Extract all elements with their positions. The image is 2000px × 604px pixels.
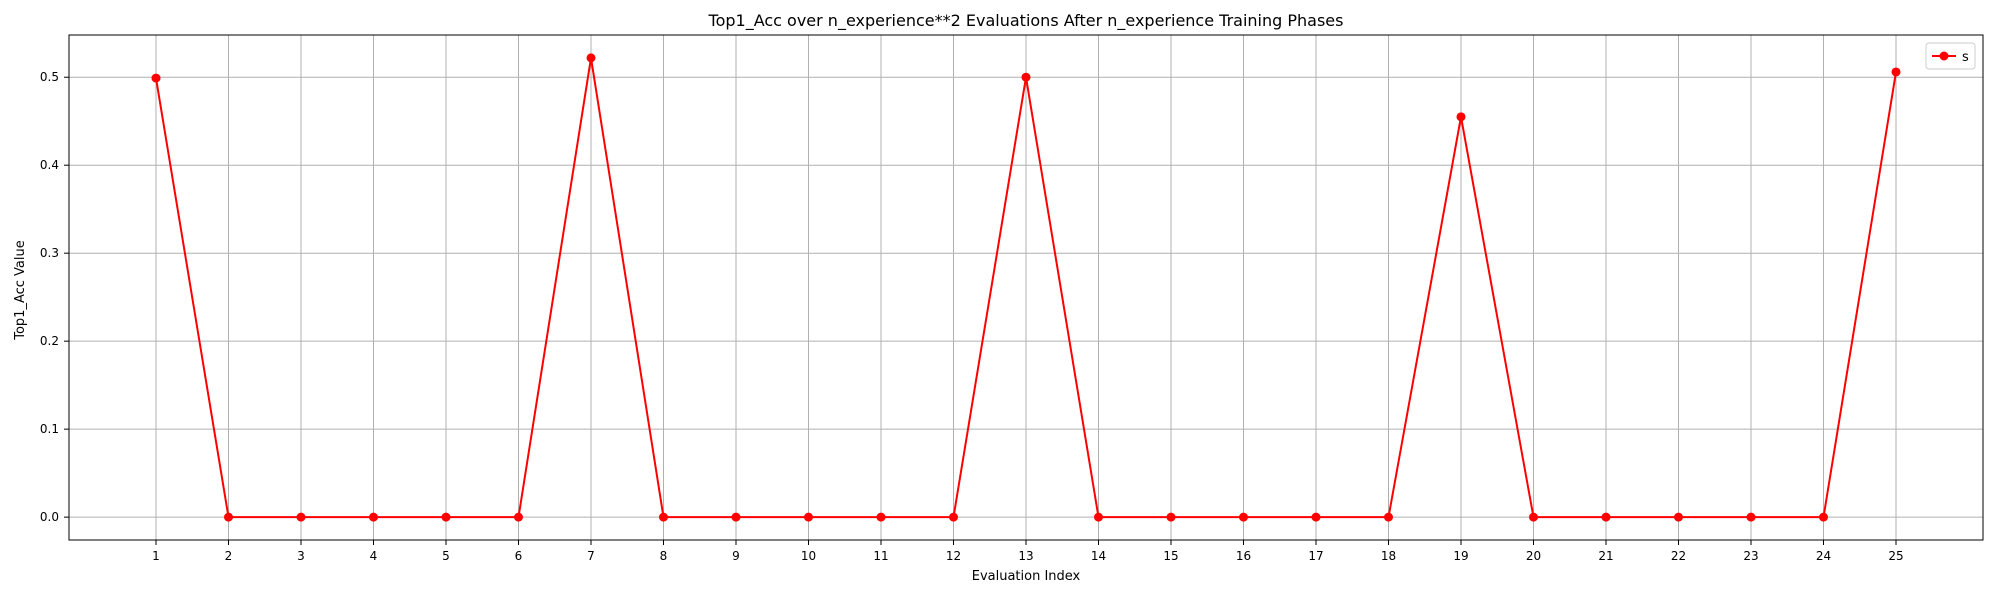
y-tick-label: 0.1	[40, 422, 59, 436]
x-tick-label: 6	[515, 549, 523, 563]
x-tick-label: 21	[1598, 549, 1613, 563]
data-point[interactable]	[1891, 67, 1901, 77]
x-tick-label: 17	[1308, 549, 1323, 563]
y-tick-label: 0.0	[40, 510, 59, 524]
data-point[interactable]	[151, 73, 161, 83]
data-point[interactable]	[659, 512, 668, 522]
x-tick-label: 23	[1743, 549, 1758, 563]
x-tick-label: 18	[1381, 549, 1396, 563]
x-tick-label: 22	[1671, 549, 1686, 563]
data-point[interactable]	[1529, 512, 1538, 522]
x-tick-label: 19	[1453, 549, 1468, 563]
x-tick-label: 25	[1888, 549, 1903, 563]
chart-title: Top1_Acc over n_experience**2 Evaluation…	[708, 11, 1344, 31]
data-point[interactable]	[1094, 512, 1103, 522]
data-point[interactable]	[1311, 512, 1321, 522]
data-point[interactable]	[1674, 512, 1683, 522]
x-tick-label: 1	[152, 549, 160, 563]
data-point[interactable]	[224, 512, 233, 522]
x-tick-label: 8	[660, 549, 668, 563]
plot-frame	[68, 34, 1984, 541]
data-point[interactable]	[1021, 72, 1031, 82]
y-axis-label: Top1_Acc Value	[13, 240, 28, 341]
x-tick-label: 4	[370, 549, 378, 563]
x-tick-label: 12	[946, 549, 961, 563]
y-tick-label: 0.3	[40, 246, 59, 260]
data-point[interactable]	[514, 512, 523, 522]
x-tick-label: 14	[1091, 549, 1106, 563]
data-point[interactable]	[1166, 512, 1176, 522]
data-point[interactable]	[1819, 512, 1828, 522]
x-axis-label: Evaluation Index	[972, 569, 1081, 584]
data-point[interactable]	[1456, 112, 1466, 122]
x-tick-label: 15	[1163, 549, 1178, 563]
data-point[interactable]	[1239, 512, 1248, 522]
legend-label: s	[1962, 50, 1969, 65]
data-point[interactable]	[876, 512, 886, 522]
y-tick-label: 0.2	[40, 334, 59, 348]
data-point[interactable]	[296, 512, 306, 522]
y-tick-label: 0.4	[40, 158, 59, 172]
data-point[interactable]	[804, 512, 813, 522]
data-point[interactable]	[586, 53, 596, 63]
data-point[interactable]	[1746, 512, 1756, 522]
x-tick-label: 10	[801, 549, 816, 563]
legend-marker-icon	[1939, 51, 1949, 61]
data-point[interactable]	[441, 512, 451, 522]
x-tick-label: 9	[732, 549, 740, 563]
data-point[interactable]	[949, 512, 958, 522]
data-point[interactable]	[1384, 512, 1393, 522]
series-layer	[151, 53, 1901, 522]
data-point[interactable]	[1601, 512, 1611, 522]
x-tick-label: 20	[1526, 549, 1541, 563]
x-tick-label: 13	[1018, 549, 1033, 563]
x-tick-label: 16	[1236, 549, 1251, 563]
x-tick-label: 3	[297, 549, 305, 563]
data-point[interactable]	[731, 512, 741, 522]
legend[interactable]: s	[1925, 42, 1976, 70]
y-tick-label: 0.5	[40, 70, 59, 84]
data-point[interactable]	[369, 512, 378, 522]
x-tick-label: 2	[225, 549, 233, 563]
x-tick-label: 24	[1816, 549, 1831, 563]
axis-ticks: 1 2 3 4 5 6 7 8 9 10 11 12 13 14 15 16 17 18 19 20 21 22 23 24 2…	[40, 70, 1904, 563]
x-tick-label: 11	[873, 549, 888, 563]
x-tick-label: 5	[442, 549, 450, 563]
x-tick-label: 7	[587, 549, 595, 563]
